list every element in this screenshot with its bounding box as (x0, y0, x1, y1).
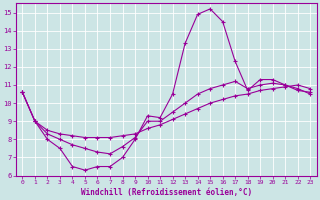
X-axis label: Windchill (Refroidissement éolien,°C): Windchill (Refroidissement éolien,°C) (81, 188, 252, 197)
